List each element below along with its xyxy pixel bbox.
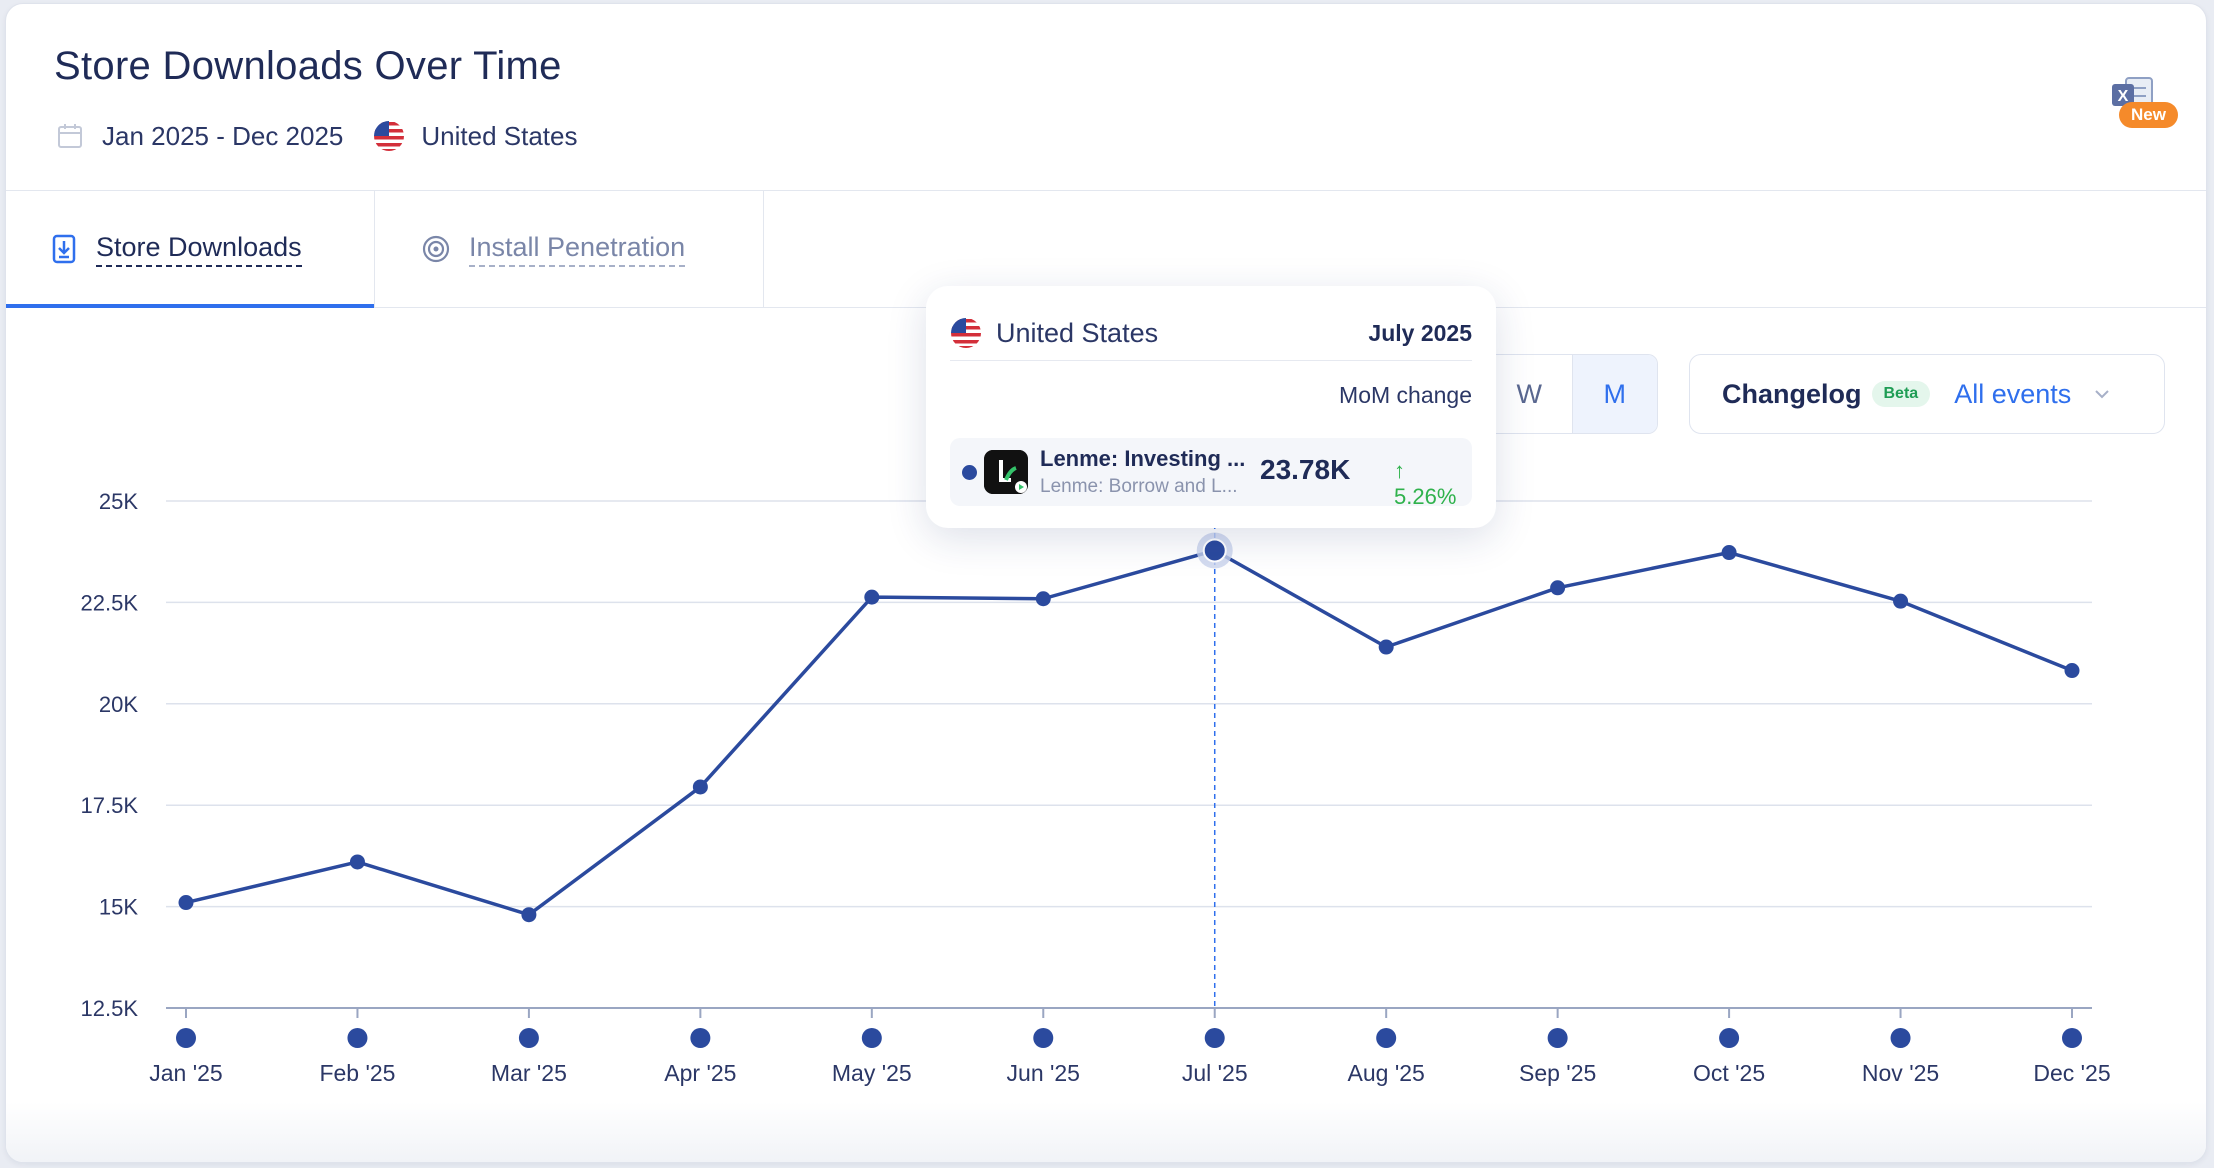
tooltip-header: United States July 2025	[950, 306, 1472, 361]
data-point	[178, 895, 194, 911]
x-tick-label: Jan '25	[149, 1060, 222, 1086]
country-label: United States	[421, 120, 578, 151]
data-point	[1893, 593, 1909, 609]
event-marker	[1204, 1028, 1225, 1048]
x-tick-label: Mar '25	[491, 1060, 567, 1086]
series-dot	[962, 465, 977, 480]
changelog-label: Changelog	[1722, 378, 1862, 409]
target-icon	[422, 235, 450, 263]
tab-install-penetration[interactable]: Install Penetration	[375, 191, 764, 307]
filter-summary: Jan 2025 - Dec 2025 United States	[56, 120, 577, 152]
us-flag-icon	[374, 121, 405, 151]
event-marker	[347, 1028, 368, 1048]
x-tick-label: Dec '25	[2033, 1060, 2110, 1086]
calendar-icon	[58, 124, 82, 148]
bottom-fade	[6, 1102, 2206, 1162]
event-marker	[1033, 1028, 1054, 1048]
event-marker	[1376, 1028, 1397, 1048]
data-point	[1035, 591, 1051, 607]
tooltip-mom-label: MoM change	[1339, 382, 1472, 408]
tooltip-date: July 2025	[1368, 319, 1472, 346]
event-marker	[861, 1028, 882, 1048]
download-icon	[52, 234, 76, 264]
data-point	[2064, 663, 2080, 679]
y-tick-label: 17.5K	[81, 793, 139, 818]
tooltip-app-subtitle: Lenme: Borrow and L...	[1040, 476, 1238, 497]
page-title: Store Downloads Over Time	[54, 44, 562, 88]
event-marker	[2062, 1028, 2082, 1048]
x-tick-label: May '25	[832, 1060, 912, 1086]
chart-card: Store Downloads Over Time Jan 2025 - Dec…	[5, 3, 2207, 1163]
x-tick-label: Feb '25	[319, 1060, 395, 1086]
changelog-value: All events	[1954, 378, 2072, 409]
tooltip-value: 23.78K	[1260, 454, 1351, 485]
event-marker	[1890, 1028, 1911, 1048]
y-tick-label: 15K	[99, 895, 138, 920]
changelog-dropdown[interactable]: Changelog Beta All events	[1689, 354, 2165, 434]
line-chart: 12.5K 15K 17.5K 20K 22.5K 25K Jan '25 Feb '25 Ma…	[81, 489, 2111, 1086]
new-badge: New	[2119, 102, 2178, 128]
y-tick-label: 12.5K	[81, 996, 139, 1021]
y-tick-label: 25K	[99, 489, 138, 514]
y-tick-label: 22.5K	[81, 590, 139, 615]
tooltip-row: Lenme: Investing ... Lenme: Borrow and L…	[950, 438, 1472, 509]
tab-bar: Store Downloads Install Penetration	[6, 190, 2206, 308]
tab-label: Store Downloads	[96, 232, 302, 267]
tooltip-change: ↑ 5.26%	[1394, 458, 1457, 509]
event-marker	[1547, 1028, 1568, 1048]
x-tick-label: Nov '25	[1862, 1060, 1939, 1086]
data-point-highlighted	[1202, 538, 1227, 563]
x-tick-label: Apr '25	[664, 1060, 736, 1086]
data-point	[521, 907, 537, 923]
data-point	[1721, 545, 1737, 561]
x-tick-label: Oct '25	[1693, 1060, 1765, 1086]
chevron-down-icon	[2095, 390, 2109, 399]
granularity-month[interactable]: M	[1571, 355, 1657, 433]
data-point	[692, 779, 708, 795]
x-tick-label: Jul '25	[1182, 1060, 1248, 1086]
app-icon	[984, 450, 1028, 494]
tab-store-downloads[interactable]: Store Downloads	[6, 191, 375, 308]
event-marker	[690, 1028, 711, 1048]
event-marker	[1719, 1028, 1740, 1048]
chart-tooltip: United States July 2025 MoM change Lenme…	[926, 286, 1496, 528]
series-line	[185, 548, 2073, 917]
x-tick-label: Jun '25	[1007, 1060, 1080, 1086]
active-tab-indicator	[6, 304, 374, 308]
date-range: Jan 2025 - Dec 2025	[102, 120, 344, 151]
data-point	[1550, 580, 1566, 596]
data-point	[864, 589, 880, 605]
event-marker	[176, 1028, 196, 1048]
tooltip-country: United States	[996, 317, 1159, 348]
data-point	[1378, 639, 1394, 655]
us-flag-icon	[951, 318, 981, 348]
tab-label: Install Penetration	[469, 232, 686, 267]
x-tick-label: Aug '25	[1348, 1060, 1425, 1086]
x-tick-label: Sep '25	[1519, 1060, 1596, 1086]
tooltip-app-name: Lenme: Investing ...	[1040, 446, 1246, 471]
y-tick-label: 20K	[99, 692, 138, 717]
data-point	[349, 854, 365, 870]
beta-badge: Beta	[1871, 381, 1931, 407]
granularity-toggle: W M	[1486, 354, 1658, 434]
event-marker	[518, 1028, 539, 1048]
granularity-week[interactable]: W	[1516, 378, 1542, 409]
svg-text:X: X	[2118, 88, 2129, 105]
